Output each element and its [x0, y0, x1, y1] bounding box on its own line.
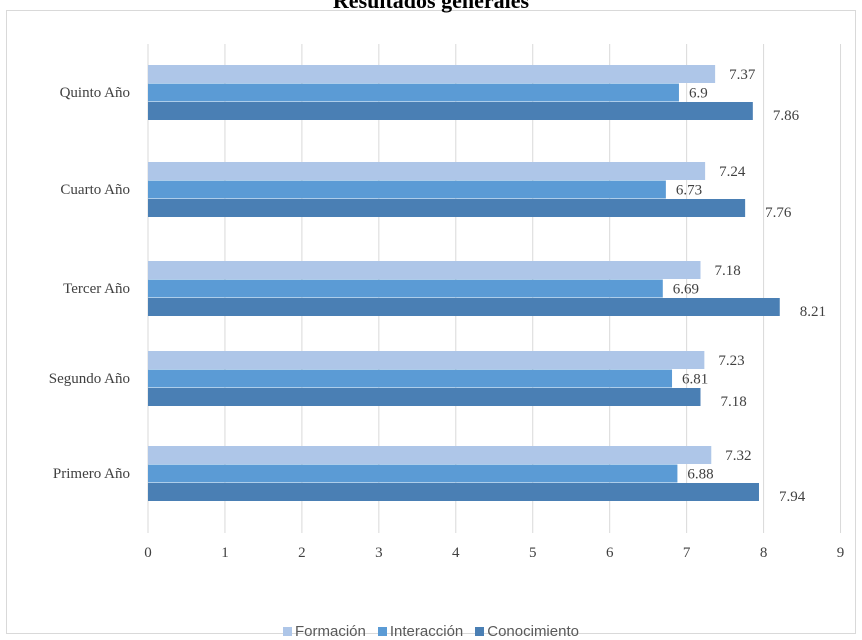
x-tick-label: 4 — [452, 545, 460, 561]
bar — [148, 162, 706, 180]
legend-label: Conocimiento — [487, 623, 579, 640]
bar — [148, 65, 716, 83]
data-label: 6.9 — [689, 86, 708, 102]
x-tick-label: 5 — [529, 545, 537, 561]
x-tick-label: 8 — [760, 545, 768, 561]
legend-item: Conocimiento — [475, 623, 579, 640]
bar — [148, 446, 712, 464]
x-tick-label: 1 — [221, 545, 229, 561]
x-tick-label: 3 — [375, 545, 383, 561]
legend-label: Interacción — [389, 623, 464, 640]
legend-item: Interacción — [377, 623, 464, 640]
axis-labels: 0 1 2 3 4 5 6 7 8 9 Primero Año Segundo Año Tercer A… — [49, 85, 845, 561]
data-label: 6.73 — [676, 183, 702, 199]
category-label: Cuarto Año — [60, 182, 130, 198]
x-tick-label: 6 — [606, 545, 614, 561]
bar — [148, 279, 663, 298]
bar — [148, 261, 701, 279]
x-tick-label: 2 — [298, 545, 306, 561]
chart-title: Resultados generales — [332, 0, 530, 13]
data-label: 7.32 — [725, 448, 751, 464]
bar — [148, 83, 679, 102]
legend-swatch — [377, 627, 387, 636]
legend-swatch — [475, 627, 485, 636]
bar — [148, 483, 759, 501]
bar — [148, 298, 780, 316]
legend-item: Formación — [283, 623, 366, 640]
data-label: 7.23 — [718, 353, 744, 369]
bar — [148, 351, 705, 369]
bar — [148, 180, 666, 199]
x-tick-label: 0 — [144, 545, 152, 561]
bar — [148, 369, 673, 388]
bar — [148, 102, 753, 120]
category-label: Quinto Año — [60, 85, 130, 101]
bar — [148, 464, 678, 483]
data-label: 7.18 — [721, 394, 747, 410]
legend-swatch — [283, 627, 293, 636]
data-label: 7.18 — [715, 263, 741, 279]
data-label: 7.24 — [719, 164, 746, 180]
data-label: 7.86 — [773, 108, 800, 124]
category-label: Tercer Año — [63, 281, 130, 297]
bar — [148, 388, 701, 406]
x-tick-label: 7 — [683, 545, 691, 561]
bar — [148, 199, 746, 217]
legend-label: Formación — [295, 623, 366, 640]
data-label: 7.94 — [779, 489, 806, 505]
legend: Formación Interacción Conocimiento — [0, 623, 862, 640]
data-label: 7.76 — [765, 205, 792, 221]
data-labels: 7.32 6.88 7.94 7.23 6.81 7.18 7.18 6.69 8.21 7.24… — [673, 67, 826, 505]
data-label: 7.37 — [729, 67, 756, 83]
data-label: 8.21 — [800, 304, 826, 320]
x-tick-label: 9 — [837, 545, 845, 561]
category-label: Segundo Año — [49, 371, 130, 387]
data-label: 6.81 — [682, 372, 708, 388]
data-label: 6.88 — [687, 467, 713, 483]
data-label: 6.69 — [673, 282, 699, 298]
bars — [148, 65, 780, 501]
category-label: Primero Año — [53, 466, 130, 482]
